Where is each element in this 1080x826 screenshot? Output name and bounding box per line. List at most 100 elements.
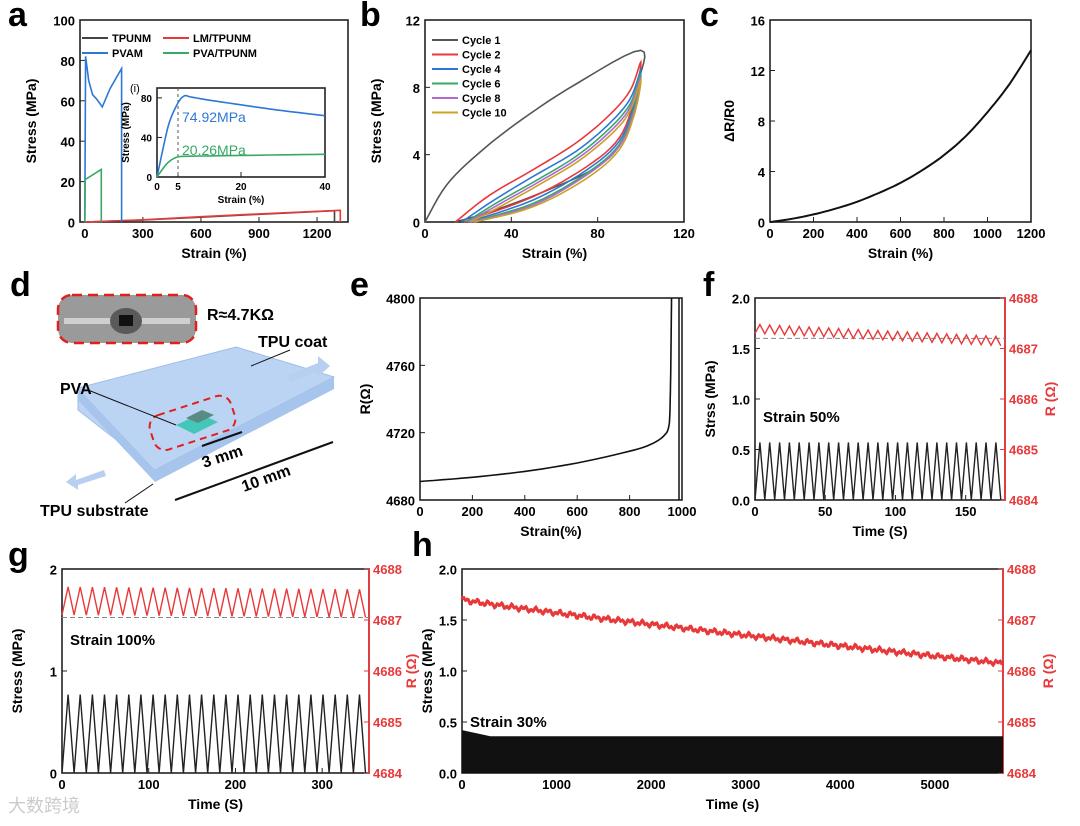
y-tick-label: 1.5 bbox=[439, 614, 457, 629]
y-axis-label: Stress (MPa) bbox=[9, 629, 25, 714]
x-tick-label: 100 bbox=[885, 504, 907, 519]
y-axis-label: Strss (MPa) bbox=[702, 360, 718, 437]
panel-letter-a: a bbox=[8, 0, 27, 34]
x-tick-label: 0 bbox=[154, 182, 160, 193]
stretch-arrow-left-icon bbox=[66, 470, 106, 490]
chart-f: 0 50 100 150 0.0 0.5 1.0 1.5 2.0 Time (S) Strss (M… bbox=[702, 291, 1058, 539]
x-tick-label: 200 bbox=[462, 504, 484, 519]
x-tick-label: 900 bbox=[248, 226, 270, 241]
x-tick-label: 0 bbox=[458, 777, 465, 792]
right-y-tick-label: 4686 bbox=[1007, 664, 1036, 679]
y-tick-label: 80 bbox=[141, 94, 153, 105]
x-tick-label: 40 bbox=[319, 182, 331, 193]
tpu-coat-label: TPU coat bbox=[258, 334, 328, 351]
stretch-arrow-right-icon bbox=[288, 356, 330, 383]
length-arrow bbox=[174, 441, 334, 501]
right-y-tick-label: 4686 bbox=[1009, 392, 1038, 407]
strain-annotation: Strain 30% bbox=[470, 714, 547, 731]
y-tick-label: 1.0 bbox=[439, 665, 457, 680]
series-pvam bbox=[84, 56, 123, 223]
pva-leader bbox=[87, 389, 177, 426]
x-tick-label: 800 bbox=[933, 226, 955, 241]
y-tick-label: 16 bbox=[751, 14, 765, 29]
x-tick-label: 0 bbox=[421, 226, 428, 241]
panel-letter-d: d bbox=[10, 266, 31, 304]
y-tick-label: 4760 bbox=[386, 359, 415, 374]
right-axis-label: R (Ω) bbox=[1040, 654, 1056, 689]
y-tick-label: 0 bbox=[68, 216, 75, 231]
photo-chip bbox=[119, 315, 133, 326]
chart-a-inset: 0 5 20 40 0 40 80 Strain (%) Stress (MPa) bbox=[121, 87, 331, 206]
x-tick-label: 5 bbox=[175, 182, 181, 193]
inset-series bbox=[156, 153, 326, 178]
x-axis-label: Strain (%) bbox=[218, 195, 265, 206]
right-y-tick-label: 4687 bbox=[1007, 613, 1036, 628]
right-y-tick-label: 4688 bbox=[1009, 291, 1038, 306]
chart-a: 0 300 600 900 1200 0 20 40 60 80 100 Strain (%) Stre… bbox=[23, 14, 349, 261]
x-tick-label: 0 bbox=[766, 226, 773, 241]
y-tick-label: 0 bbox=[146, 173, 152, 184]
chart-e: 0 200 400 600 800 1000 4680 4720 4760 4800 Strain(… bbox=[357, 292, 696, 540]
annotation-pvam: 74.92MPa bbox=[182, 109, 246, 125]
x-tick-label: 0 bbox=[58, 777, 65, 792]
legend-label: PVA/TPUNM bbox=[193, 48, 257, 60]
substrate-leader bbox=[124, 483, 154, 504]
y-axis-label: R(Ω) bbox=[357, 384, 373, 415]
series-stress bbox=[61, 694, 367, 774]
right-y-tick-label: 4687 bbox=[1009, 342, 1038, 357]
panel-letter-f: f bbox=[703, 266, 715, 304]
y-tick-label: 4800 bbox=[386, 292, 415, 307]
legend-label: LM/TPUNM bbox=[193, 33, 251, 45]
inset-label: (i) bbox=[130, 83, 140, 95]
y-tick-label: 4 bbox=[413, 148, 421, 163]
panel-letter-e: e bbox=[350, 266, 369, 304]
chart-h: 0 1000 2000 3000 4000 5000 0.0 0.5 1.0 1.5 2.0 Time… bbox=[419, 562, 1056, 812]
x-tick-label: 4000 bbox=[826, 777, 855, 792]
y-tick-label: 1 bbox=[50, 665, 57, 680]
y-tick-label: 0 bbox=[413, 216, 420, 231]
y-tick-label: 4720 bbox=[386, 426, 415, 441]
right-y-tick-label: 4684 bbox=[1009, 493, 1039, 508]
x-tick-label: 600 bbox=[566, 504, 588, 519]
legend-label: Cycle 1 bbox=[462, 35, 501, 47]
y-axis-label: Stress (MPa) bbox=[419, 629, 435, 714]
right-y-tick-label: 4685 bbox=[1009, 443, 1038, 458]
right-axis-label: R (Ω) bbox=[403, 654, 419, 689]
y-tick-label: 40 bbox=[141, 133, 153, 144]
legend-label: Cycle 4 bbox=[462, 64, 501, 76]
y-tick-label: 4680 bbox=[386, 494, 415, 509]
y-tick-label: 0.0 bbox=[732, 494, 750, 509]
chart-b: 0 40 80 120 0 4 8 12 Strain (%) Stress (MPa) Cycle… bbox=[368, 14, 695, 262]
x-tick-label: 1200 bbox=[1017, 226, 1046, 241]
y-tick-label: 20 bbox=[61, 175, 75, 190]
series-cycle-2 bbox=[454, 59, 642, 223]
x-tick-label: 150 bbox=[955, 504, 977, 519]
plot-frame bbox=[419, 297, 683, 501]
x-tick-label: 0 bbox=[81, 226, 88, 241]
right-y-tick-label: 4688 bbox=[373, 562, 402, 577]
y-tick-label: 40 bbox=[61, 135, 75, 150]
gap-arrow bbox=[201, 431, 243, 447]
y-axis-label: Stress (MPa) bbox=[23, 79, 39, 164]
y-tick-label: 2.0 bbox=[732, 292, 750, 307]
right-y-tick-label: 4684 bbox=[1007, 766, 1037, 781]
x-tick-label: 80 bbox=[590, 226, 604, 241]
pva-label: PVA bbox=[60, 381, 92, 398]
y-tick-label: 12 bbox=[751, 64, 765, 79]
tpu-coat-leader bbox=[250, 349, 291, 367]
tpu-substrate-label: TPU substrate bbox=[40, 503, 149, 520]
x-axis-label: Strain(%) bbox=[520, 523, 581, 539]
legend-label: PVAM bbox=[112, 48, 143, 60]
y-tick-label: 0.0 bbox=[439, 767, 457, 782]
x-tick-label: 300 bbox=[132, 226, 154, 241]
right-y-tick-label: 4684 bbox=[373, 766, 403, 781]
series-cycle-10 bbox=[469, 77, 642, 223]
y-axis-label: ΔR/R0 bbox=[721, 100, 737, 142]
pva-region-outline bbox=[148, 394, 237, 451]
photo-frame bbox=[56, 293, 198, 345]
pva-chip bbox=[176, 414, 218, 434]
y-tick-label: 8 bbox=[413, 81, 420, 96]
series-resistance bbox=[61, 586, 367, 618]
y-tick-label: 0 bbox=[50, 767, 57, 782]
y-tick-label: 1.5 bbox=[732, 342, 750, 357]
